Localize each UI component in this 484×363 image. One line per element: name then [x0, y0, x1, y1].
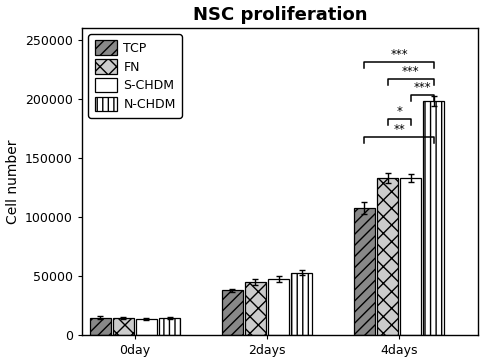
Bar	[136, 319, 157, 335]
Text: **: **	[393, 123, 405, 136]
Bar	[90, 318, 111, 335]
Text: *: *	[396, 105, 402, 118]
Bar	[354, 208, 375, 335]
Text: ***: ***	[390, 48, 408, 61]
Bar	[159, 318, 180, 335]
Bar	[245, 282, 266, 335]
Bar	[377, 178, 398, 335]
Bar	[113, 318, 134, 335]
Title: NSC proliferation: NSC proliferation	[193, 5, 367, 24]
Bar	[291, 273, 312, 335]
Legend: TCP, FN, S-CHDM, N-CHDM: TCP, FN, S-CHDM, N-CHDM	[88, 34, 182, 118]
Bar	[424, 101, 444, 335]
Bar	[400, 178, 421, 335]
Text: ***: ***	[402, 65, 420, 78]
Y-axis label: Cell number: Cell number	[5, 139, 19, 224]
Bar	[268, 279, 289, 335]
Text: ***: ***	[413, 81, 431, 94]
Bar	[222, 290, 243, 335]
